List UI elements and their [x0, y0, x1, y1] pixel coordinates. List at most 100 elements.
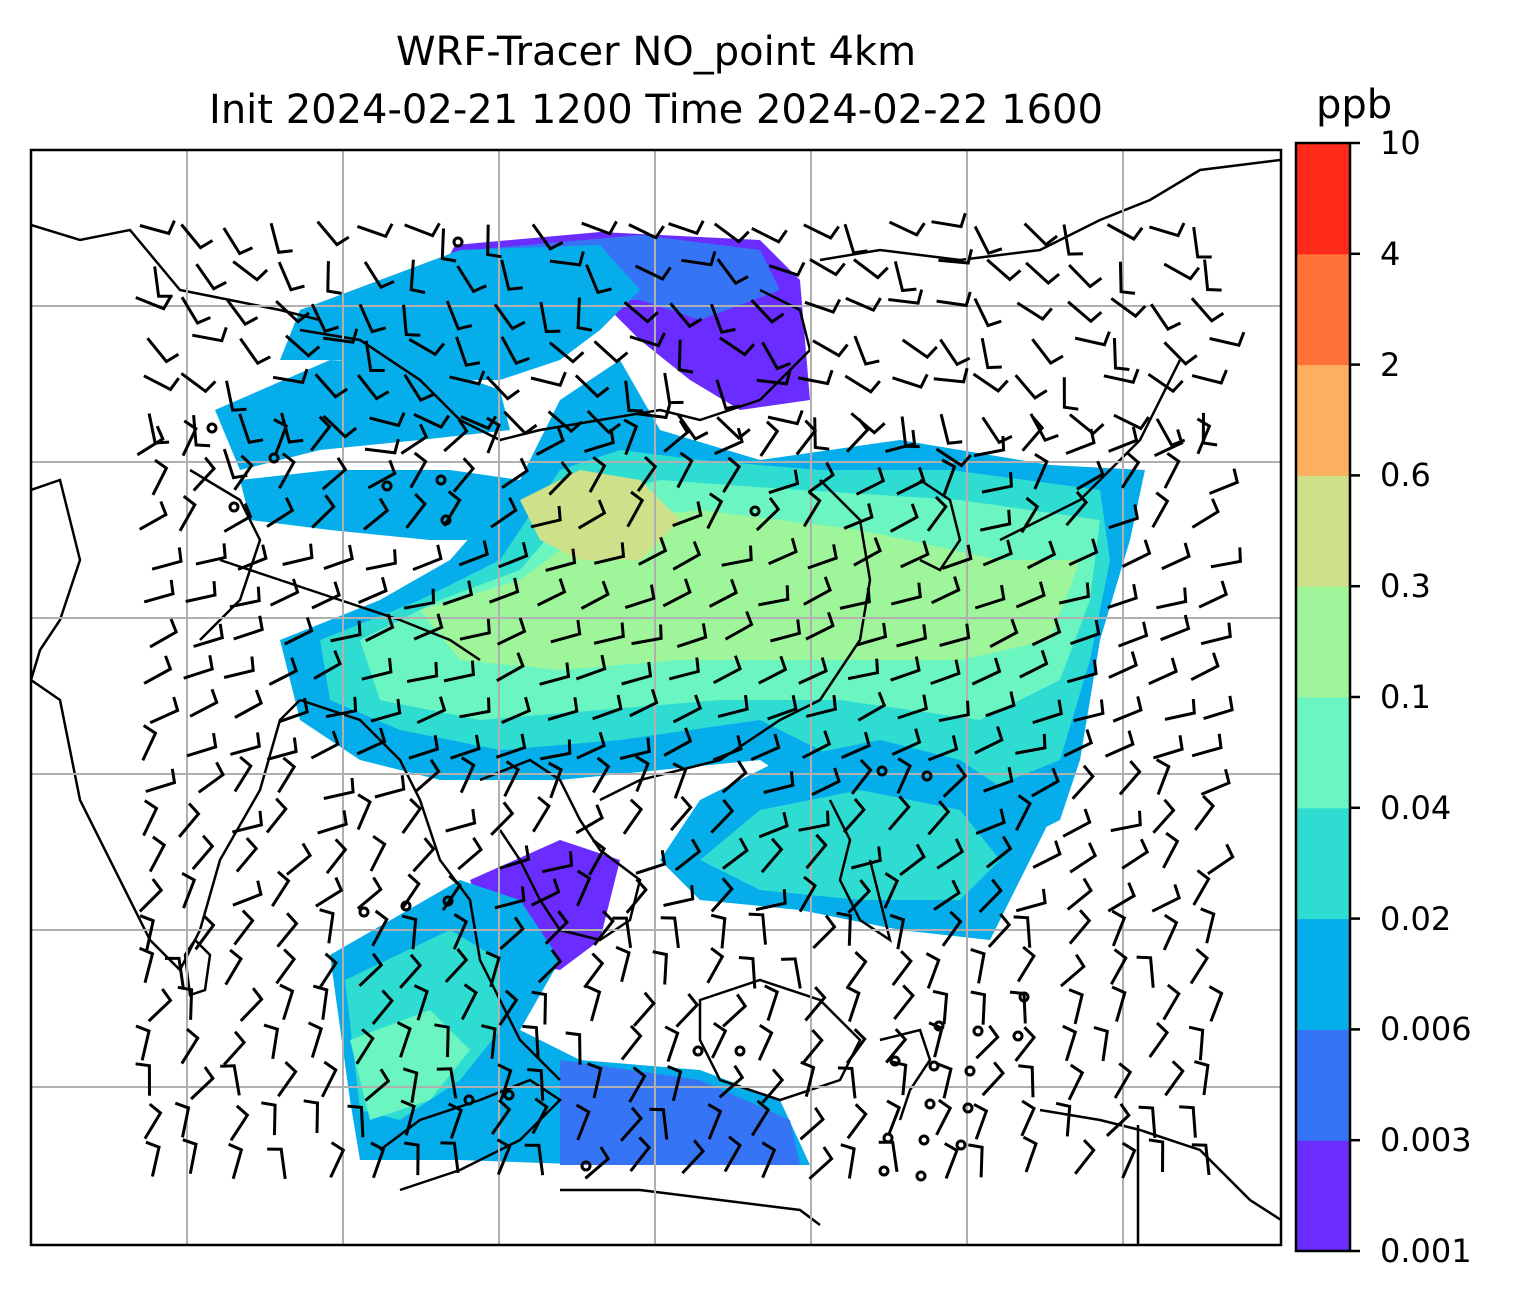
wind-barb	[316, 220, 350, 247]
wind-barb	[151, 547, 183, 571]
wind-barb	[165, 956, 185, 989]
wind-barb	[1013, 915, 1032, 948]
wind-barb	[886, 1099, 902, 1137]
wind-barb	[893, 984, 915, 1021]
wind-barb	[1113, 1062, 1133, 1099]
wind-barb	[1032, 699, 1063, 725]
calm-wind-circle	[1018, 991, 1030, 1003]
colorbar-segment	[1296, 1140, 1350, 1252]
wind-barb	[365, 549, 397, 571]
calm-wind-circle	[972, 1025, 984, 1037]
wind-barb	[284, 617, 314, 646]
wind-barb	[750, 733, 781, 761]
wind-barb	[758, 585, 790, 607]
wind-barb	[500, 336, 530, 366]
wind-barb	[1198, 580, 1229, 609]
wind-barb	[663, 884, 695, 907]
wind-barb	[1191, 733, 1223, 758]
wind-barb	[931, 212, 967, 229]
wind-barb	[592, 756, 611, 794]
wind-barb	[541, 851, 574, 874]
wind-barb	[1068, 538, 1099, 567]
wind-barb	[1112, 337, 1130, 371]
wind-barb	[1151, 884, 1182, 913]
wind-barb	[847, 658, 880, 681]
wind-barb	[987, 912, 1012, 948]
colorbar-unit-label: ppb	[1316, 82, 1393, 128]
wind-barb	[498, 989, 519, 1026]
coast-java	[560, 1188, 821, 1226]
wind-barb	[619, 737, 651, 761]
wind-barb	[536, 578, 567, 607]
wind-barb	[1118, 760, 1142, 796]
border-misc-1	[189, 468, 262, 641]
wind-barb	[577, 499, 607, 530]
wind-barb	[194, 914, 216, 951]
colorbar-segment	[1296, 1029, 1350, 1141]
wind-barb	[761, 1068, 785, 1104]
wind-barb	[1193, 794, 1216, 831]
wind-barb	[939, 413, 963, 445]
wind-barb	[1074, 1139, 1096, 1175]
wind-barb	[933, 879, 961, 911]
wind-barb	[638, 536, 668, 566]
wind-barb	[813, 417, 830, 451]
wind-barb	[1208, 985, 1224, 1022]
wind-barb	[371, 989, 394, 1025]
wind-barb	[1055, 1101, 1072, 1137]
coast-sulawesi	[879, 1028, 932, 1121]
wind-barb	[440, 1141, 460, 1174]
wind-barb	[364, 340, 385, 372]
wind-barb	[1105, 1103, 1131, 1137]
wind-barb	[436, 1067, 458, 1099]
wind-barb	[320, 1060, 338, 1098]
wind-barb	[885, 1028, 908, 1064]
wind-barb	[891, 1060, 908, 1096]
wind-barb	[193, 623, 224, 648]
wind-barb	[1069, 842, 1098, 874]
wind-barb	[443, 660, 475, 683]
wind-barb	[1062, 1024, 1078, 1062]
wind-barb	[263, 1023, 280, 1060]
wind-barb	[1164, 698, 1196, 721]
wind-barb	[408, 735, 440, 760]
colorbar-segment	[1296, 586, 1350, 698]
wind-barb	[937, 1062, 953, 1099]
wind-barb	[798, 657, 828, 685]
wind-barb	[710, 798, 735, 834]
wind-barb	[801, 1028, 824, 1065]
wind-barb	[227, 1142, 244, 1180]
wind-barb	[347, 1104, 365, 1138]
wind-barb	[402, 304, 421, 337]
calm-wind-circle	[921, 770, 933, 782]
colorbar-tick-label: 0.006	[1380, 1010, 1472, 1049]
wind-barb	[896, 466, 926, 496]
wind-barb	[490, 1098, 512, 1136]
wind-barb	[624, 584, 656, 610]
wind-barb	[584, 428, 615, 453]
wind-barb	[1155, 758, 1171, 796]
colorbar-segment	[1296, 253, 1350, 366]
calm-wind-circle	[442, 895, 454, 907]
wind-barb	[982, 539, 1013, 567]
wind-barb	[722, 837, 749, 870]
wind-barb	[972, 372, 1009, 393]
calm-wind-circle	[734, 1045, 746, 1057]
wind-barb	[649, 1107, 669, 1140]
wind-barb	[663, 419, 690, 453]
wind-barb	[539, 662, 571, 686]
wind-barb	[146, 337, 180, 364]
wind-barb	[444, 948, 469, 983]
wind-barb	[185, 580, 217, 603]
wind-barb	[149, 618, 179, 649]
wind-barb	[925, 952, 941, 989]
wind-barb	[527, 1068, 545, 1101]
wind-barb	[1065, 490, 1089, 527]
wind-barb	[177, 985, 194, 1020]
wind-barb	[138, 946, 155, 984]
wind-barb	[672, 540, 702, 571]
wind-barb	[497, 1063, 513, 1100]
wind-barb	[277, 261, 305, 292]
wind-barb	[148, 835, 167, 873]
wind-barb	[414, 758, 441, 793]
